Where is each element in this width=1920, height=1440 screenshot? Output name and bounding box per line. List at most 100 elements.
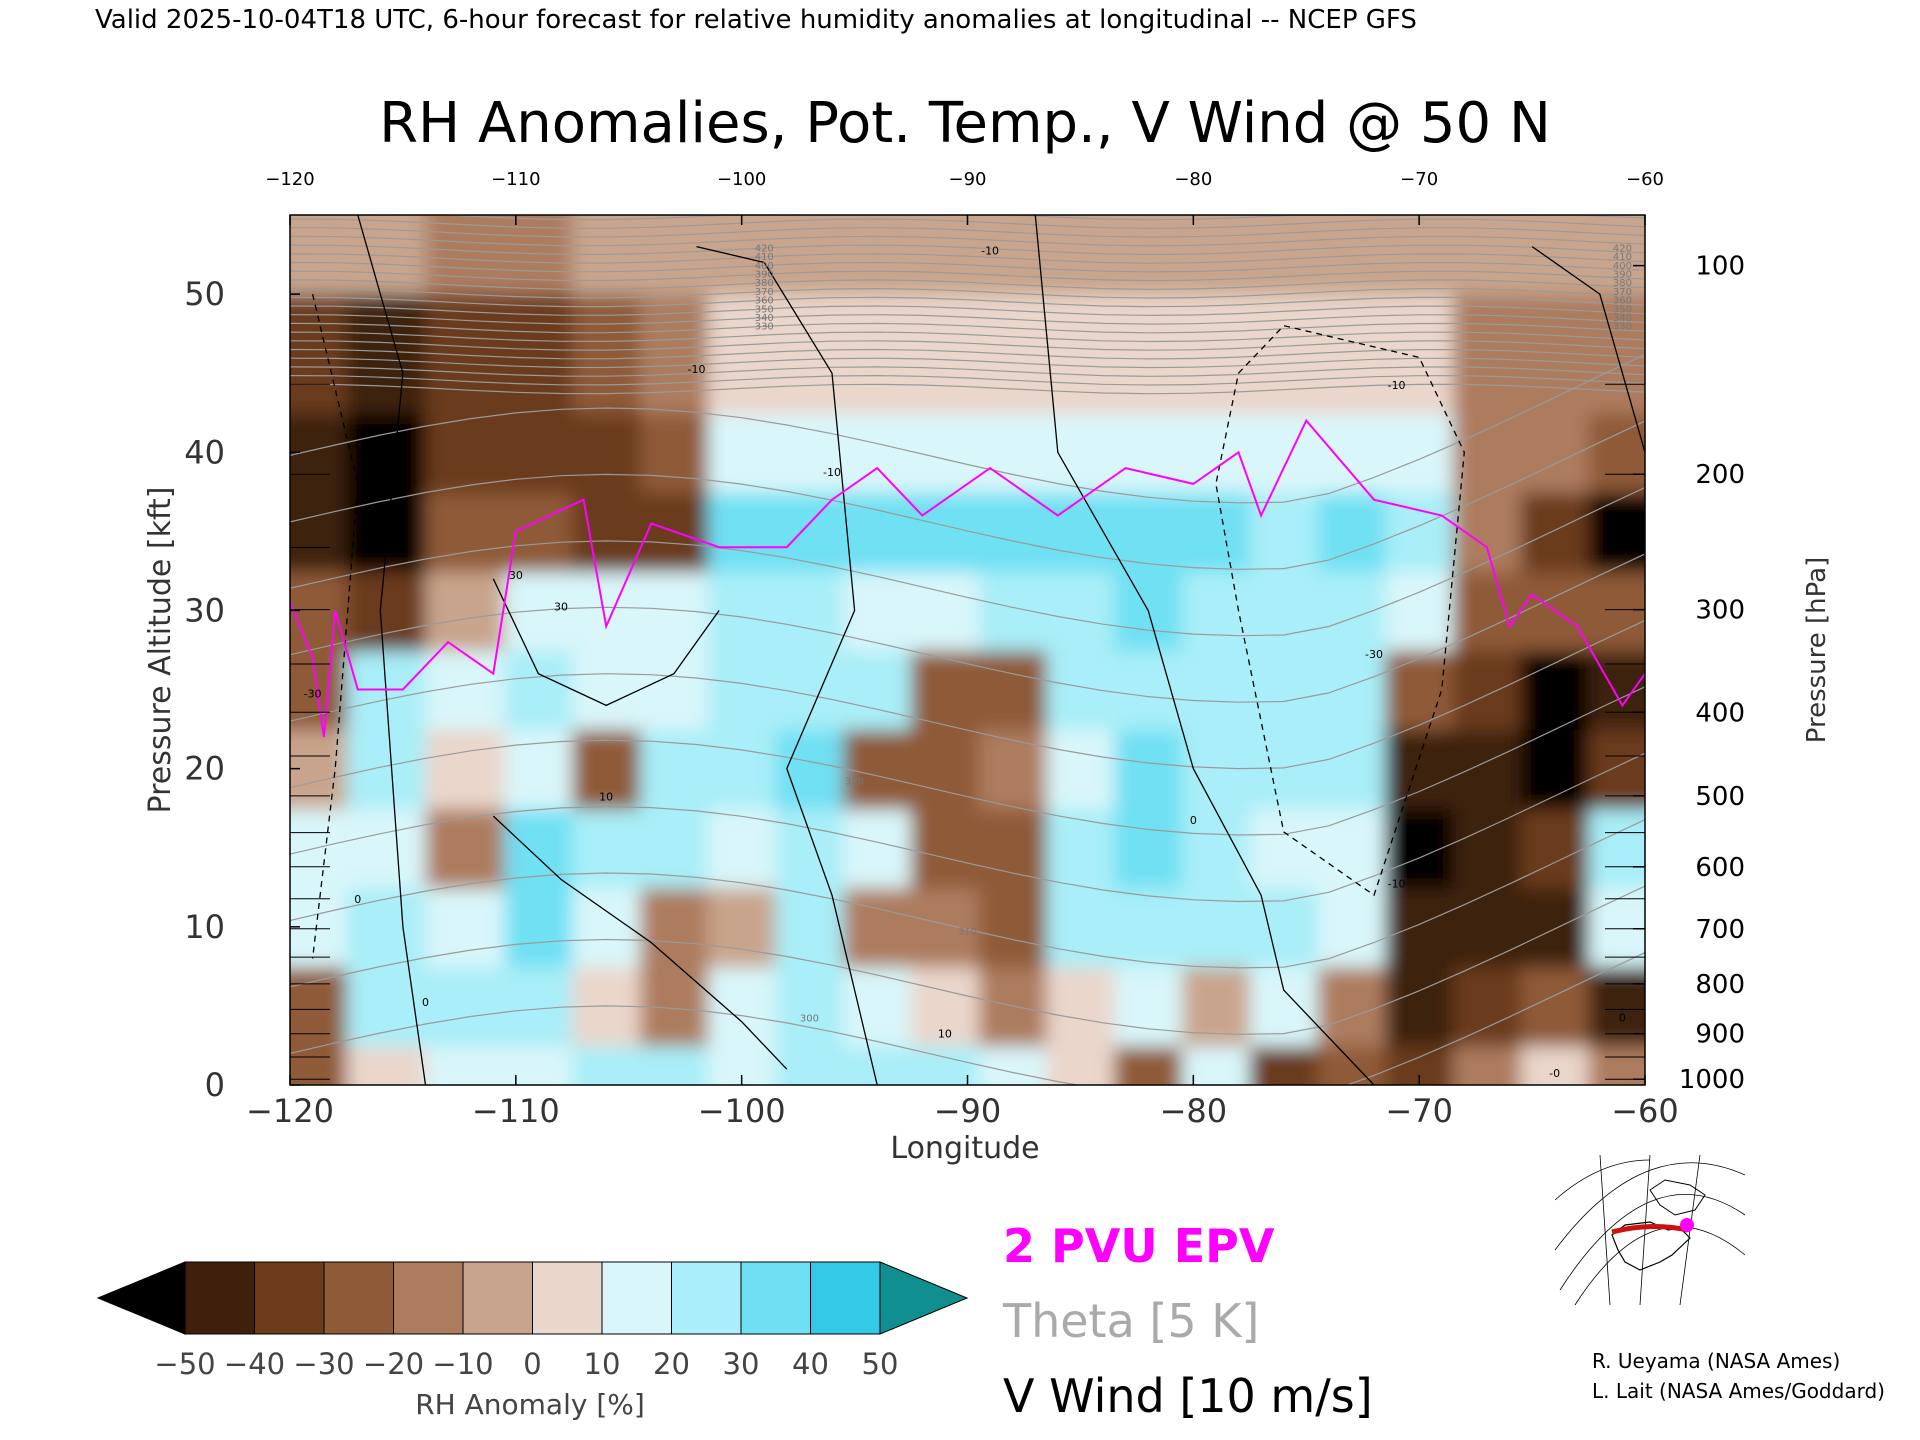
vwind-label: -10 <box>1388 379 1406 392</box>
heatmap-cell <box>1114 966 1184 1047</box>
inset-section-line <box>1611 1223 1689 1235</box>
colorbar-box <box>462 1261 533 1335</box>
vwind-label: 30 <box>554 600 568 613</box>
heatmap-cell <box>1317 808 1387 889</box>
heatmap-cell <box>1046 215 1116 296</box>
heatmap-cell <box>707 729 777 810</box>
heatmap-cell <box>346 491 427 572</box>
heatmap-cell <box>572 729 642 810</box>
heatmap-cell <box>911 412 980 493</box>
colorbar-tick-label: −40 <box>224 1347 285 1381</box>
x-axis-label: Longitude <box>890 1131 1039 1166</box>
heatmap-cell <box>911 294 980 414</box>
x-tick-label: −70 <box>1385 1092 1453 1130</box>
theta-label: 380 <box>755 278 774 289</box>
theta-line <box>290 244 1645 256</box>
heatmap-cell <box>1114 1045 1184 1085</box>
theta-line <box>290 348 1645 360</box>
heatmap-cell <box>1588 215 1645 296</box>
colorbar-tick-label: 10 <box>584 1347 621 1381</box>
theta-label: 400 <box>1613 261 1632 272</box>
pressure-tick-label: 800 <box>1695 970 1745 1000</box>
heatmap-cell <box>1588 966 1645 1047</box>
heatmap-cell <box>1114 412 1184 493</box>
heatmap-cell <box>572 570 642 651</box>
heatmap-cell <box>1046 650 1116 731</box>
colorbar-box <box>393 1261 464 1335</box>
theta-label: 330 <box>755 322 774 333</box>
heatmap-cell <box>843 650 913 731</box>
heatmap-cell <box>346 412 427 493</box>
colorbar-tick-label: 30 <box>723 1347 760 1381</box>
heatmap-cell <box>1385 294 1455 414</box>
theta-line <box>290 296 1645 308</box>
vwind-negative-line <box>1215 324 1465 897</box>
theta-label: 320 <box>845 776 864 787</box>
heatmap-cell <box>425 887 506 968</box>
top-tick-label: −110 <box>491 169 540 190</box>
heatmap-cell <box>346 887 427 968</box>
heatmap-cell <box>1046 1045 1116 1085</box>
y-axis-left: 0 10 20 30 40 50 <box>184 275 300 1104</box>
heatmap-cell <box>640 570 709 651</box>
heatmap-cell <box>1182 294 1251 414</box>
heatmap-cell <box>1114 729 1184 810</box>
theta-line <box>290 366 1645 377</box>
theta-line <box>290 314 1645 325</box>
theta-line <box>290 357 1645 369</box>
vwind-label: -30 <box>304 687 322 700</box>
heatmap-cell <box>425 966 506 1047</box>
heatmap-cell <box>290 966 348 1047</box>
heatmap-cell <box>978 491 1048 572</box>
heatmap-cell <box>1046 729 1116 810</box>
legend-theta: Theta [5 K] <box>1002 1294 1259 1348</box>
theta-label: 370 <box>755 287 774 298</box>
theta-line <box>290 305 1645 317</box>
heatmap-cell <box>572 808 642 889</box>
vwind-label: 30 <box>509 569 523 582</box>
x-tick-label: −110 <box>472 1092 560 1130</box>
heatmap-cell <box>290 1045 348 1085</box>
heatmap-cell <box>1249 887 1319 968</box>
heatmap-cell <box>1249 729 1319 810</box>
heatmap-cell <box>425 729 506 810</box>
heatmap-cell <box>911 808 980 889</box>
vwind-label: 10 <box>938 1028 952 1041</box>
y-axis-label-left: Pressure Altitude [kft] <box>143 487 178 814</box>
pressure-tick-label: 100 <box>1695 252 1745 282</box>
vwind-label: -10 <box>688 363 706 376</box>
top-axis: −120 −110 −100 −90 −80 −70 −60 <box>265 169 1664 225</box>
heatmap-cell <box>1588 570 1645 651</box>
heatmap-cell <box>1046 887 1116 968</box>
vwind-zero-line <box>1531 246 1645 453</box>
heatmap-cell <box>346 808 427 889</box>
top-tick-label: −90 <box>949 169 987 190</box>
heatmap-cell <box>346 570 427 651</box>
y-tick-label: 30 <box>184 591 225 629</box>
heatmap-cell <box>640 1045 709 1085</box>
rh-anomaly-heatmap <box>290 215 1645 1085</box>
heatmap-cell <box>1249 215 1319 296</box>
heatmap-cell <box>1317 887 1387 968</box>
heatmap-cell <box>843 570 913 651</box>
heatmap-cell <box>1046 491 1116 572</box>
colorbar-box <box>740 1261 811 1335</box>
heatmap-cell <box>425 570 506 651</box>
vwind-positive-line <box>492 578 720 707</box>
heatmap-cell <box>1249 650 1319 731</box>
heatmap-cell <box>1249 491 1319 572</box>
heatmap-cell <box>425 491 506 572</box>
colorbar-box <box>254 1261 325 1335</box>
colorbar-tick-label: −20 <box>363 1347 424 1381</box>
vwind-negative-line <box>311 293 359 959</box>
heatmap-cell <box>978 570 1048 651</box>
heatmap-cell <box>1588 808 1645 889</box>
theta-label: 420 <box>1613 243 1632 254</box>
heatmap-cell <box>843 294 913 414</box>
top-tick-label: −80 <box>1174 169 1212 190</box>
heatmap-cell <box>504 966 574 1047</box>
heatmap-cell <box>572 650 642 731</box>
heatmap-cell <box>1249 412 1319 493</box>
heatmap-cell <box>1317 491 1387 572</box>
x-axis: −120 −110 −100 −90 −80 −70 −60 <box>246 1075 1679 1130</box>
